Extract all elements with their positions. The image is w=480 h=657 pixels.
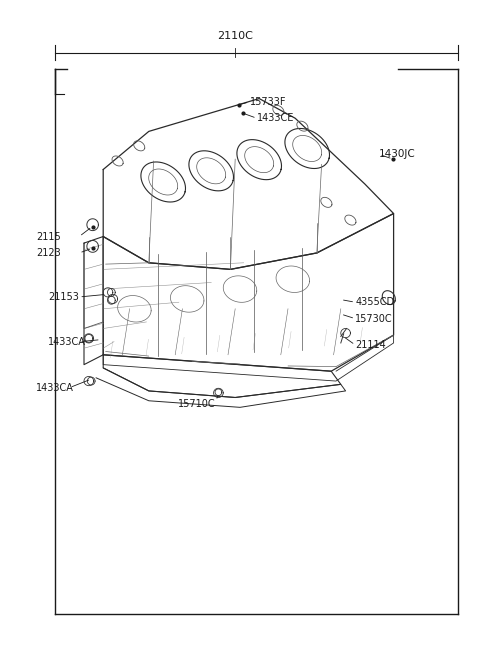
- Text: 2115: 2115: [36, 231, 61, 242]
- Text: 15730C: 15730C: [355, 313, 393, 324]
- Text: 1433CA: 1433CA: [36, 382, 74, 393]
- Text: 21114: 21114: [355, 340, 386, 350]
- Text: 21153: 21153: [48, 292, 79, 302]
- Text: 15710C: 15710C: [178, 399, 215, 409]
- Text: 1430JC: 1430JC: [379, 149, 416, 160]
- Text: 15733F: 15733F: [250, 97, 286, 107]
- Text: 2110C: 2110C: [217, 31, 253, 41]
- Text: 1433CE: 1433CE: [257, 113, 294, 124]
- Text: 4355CD: 4355CD: [355, 297, 395, 307]
- Text: 1433CA: 1433CA: [48, 336, 86, 347]
- Text: 2123: 2123: [36, 248, 61, 258]
